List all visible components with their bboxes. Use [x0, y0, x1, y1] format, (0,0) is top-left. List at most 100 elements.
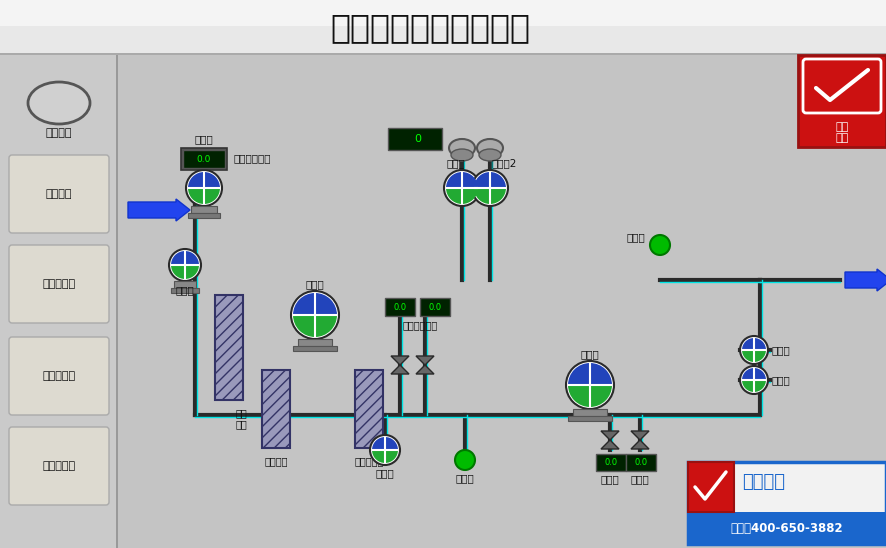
Text: 新风
初效: 新风 初效 — [235, 408, 247, 430]
Circle shape — [169, 249, 201, 281]
Bar — [0, 0, 886, 26]
Bar — [0, 0, 886, 55]
Circle shape — [444, 170, 480, 206]
Bar — [183, 150, 225, 168]
Ellipse shape — [449, 139, 475, 157]
Text: 报警查询: 报警查询 — [46, 189, 73, 199]
Text: 0.0: 0.0 — [429, 302, 441, 311]
Circle shape — [566, 361, 614, 409]
Text: 送风机: 送风机 — [580, 349, 599, 359]
Text: 新风机: 新风机 — [306, 279, 324, 289]
Polygon shape — [416, 365, 434, 374]
Polygon shape — [631, 431, 649, 440]
Text: 0.0: 0.0 — [604, 458, 618, 467]
Wedge shape — [568, 363, 612, 385]
Ellipse shape — [477, 139, 503, 157]
Wedge shape — [171, 265, 199, 279]
Bar — [688, 462, 886, 544]
Bar — [688, 512, 886, 544]
Circle shape — [650, 235, 670, 255]
FancyArrow shape — [845, 269, 886, 291]
Bar — [299, 339, 331, 346]
Text: 新风亚高效: 新风亚高效 — [354, 456, 384, 466]
Bar — [0, 55, 118, 548]
Bar — [569, 416, 611, 421]
Polygon shape — [416, 356, 434, 365]
FancyBboxPatch shape — [9, 427, 109, 505]
Ellipse shape — [28, 82, 90, 124]
Circle shape — [472, 170, 508, 206]
Bar — [171, 288, 199, 293]
Text: 0.0: 0.0 — [197, 155, 211, 163]
Text: 0.0: 0.0 — [393, 302, 407, 311]
Ellipse shape — [479, 149, 501, 161]
Ellipse shape — [451, 149, 473, 161]
Bar — [420, 298, 450, 316]
Text: 除湿器: 除湿器 — [376, 468, 394, 478]
Bar — [191, 206, 216, 213]
Wedge shape — [446, 172, 478, 188]
Bar — [118, 55, 886, 548]
Bar — [385, 298, 415, 316]
Text: 电加热: 电加热 — [772, 345, 790, 355]
Wedge shape — [171, 251, 199, 265]
Bar — [388, 128, 442, 150]
Circle shape — [291, 291, 339, 339]
Bar — [0, 53, 886, 55]
Text: 冷水阀: 冷水阀 — [631, 474, 649, 484]
FancyArrow shape — [128, 199, 190, 221]
Text: 排风机: 排风机 — [447, 158, 465, 168]
Bar — [174, 281, 196, 288]
Text: 0: 0 — [408, 134, 422, 144]
Bar — [688, 462, 734, 512]
Wedge shape — [742, 380, 766, 392]
Wedge shape — [742, 338, 766, 350]
FancyBboxPatch shape — [9, 245, 109, 323]
Polygon shape — [601, 431, 619, 440]
Text: 电话：400-650-3882: 电话：400-650-3882 — [731, 522, 843, 534]
Bar — [188, 213, 221, 218]
Text: 新风阀: 新风阀 — [195, 134, 214, 144]
Wedge shape — [293, 315, 337, 337]
Polygon shape — [391, 356, 409, 365]
Wedge shape — [742, 368, 766, 380]
Polygon shape — [391, 365, 409, 374]
Bar — [293, 346, 337, 351]
Wedge shape — [446, 188, 478, 204]
Circle shape — [740, 366, 768, 394]
Circle shape — [186, 170, 222, 206]
Bar — [116, 55, 118, 548]
Wedge shape — [188, 172, 220, 188]
Circle shape — [455, 450, 475, 470]
Wedge shape — [474, 188, 506, 204]
Text: 热水阀冷水阀: 热水阀冷水阀 — [402, 320, 438, 330]
Text: 0.0: 0.0 — [634, 458, 648, 467]
Text: 报警指示: 报警指示 — [46, 128, 73, 138]
Text: 热水阀: 热水阀 — [601, 474, 619, 484]
Text: 祥易
纯净: 祥易 纯净 — [835, 122, 849, 143]
Wedge shape — [188, 188, 220, 204]
Bar — [626, 454, 656, 471]
Wedge shape — [742, 350, 766, 362]
Polygon shape — [601, 440, 619, 449]
Text: 电预热: 电预热 — [175, 285, 194, 295]
Bar — [181, 148, 227, 170]
Text: 手术室画面: 手术室画面 — [43, 371, 75, 381]
Text: 详细参数表: 详细参数表 — [43, 279, 75, 289]
Text: 新风中效: 新风中效 — [264, 456, 288, 466]
Bar — [596, 454, 626, 471]
FancyBboxPatch shape — [9, 337, 109, 415]
Wedge shape — [372, 450, 398, 463]
Bar — [573, 409, 607, 416]
Wedge shape — [372, 437, 398, 450]
Wedge shape — [293, 293, 337, 315]
Text: 返回主画面: 返回主画面 — [43, 461, 75, 471]
Wedge shape — [568, 385, 612, 407]
Bar — [355, 370, 383, 448]
Text: 易纯净化: 易纯净化 — [742, 473, 785, 491]
Bar — [798, 55, 886, 147]
Bar — [215, 295, 243, 400]
Polygon shape — [631, 440, 649, 449]
Text: 防火阀: 防火阀 — [626, 232, 645, 242]
Circle shape — [370, 435, 400, 465]
